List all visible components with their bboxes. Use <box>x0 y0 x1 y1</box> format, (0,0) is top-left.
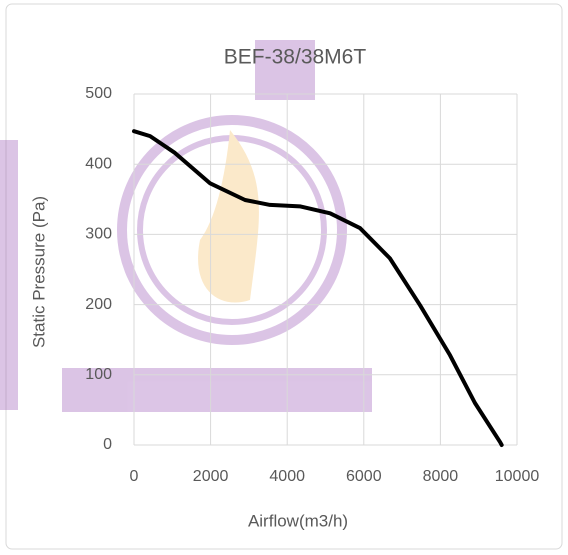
x-tick-label: 2000 <box>193 468 229 485</box>
line-series <box>132 129 504 447</box>
chart-title: BEF-38/38M6T <box>224 46 367 69</box>
y-axis-title: Static Pressure (Pa) <box>29 196 48 348</box>
y-tick-label: 400 <box>85 155 112 172</box>
x-tick-label: 0 <box>130 468 139 485</box>
x-tick-label: 4000 <box>269 468 305 485</box>
x-axis-title: Airflow(m3/h) <box>248 511 348 530</box>
y-tick-label: 0 <box>103 436 112 453</box>
x-tick-label: 6000 <box>346 468 382 485</box>
chart-border <box>5 3 563 550</box>
x-tick-label: 10000 <box>495 468 540 485</box>
y-tick-label: 200 <box>85 296 112 313</box>
watermark <box>0 40 372 412</box>
y-tick-label: 500 <box>85 85 112 102</box>
x-tick-label: 8000 <box>423 468 459 485</box>
y-tick-label: 100 <box>85 366 112 383</box>
y-tick-label: 300 <box>85 226 112 243</box>
